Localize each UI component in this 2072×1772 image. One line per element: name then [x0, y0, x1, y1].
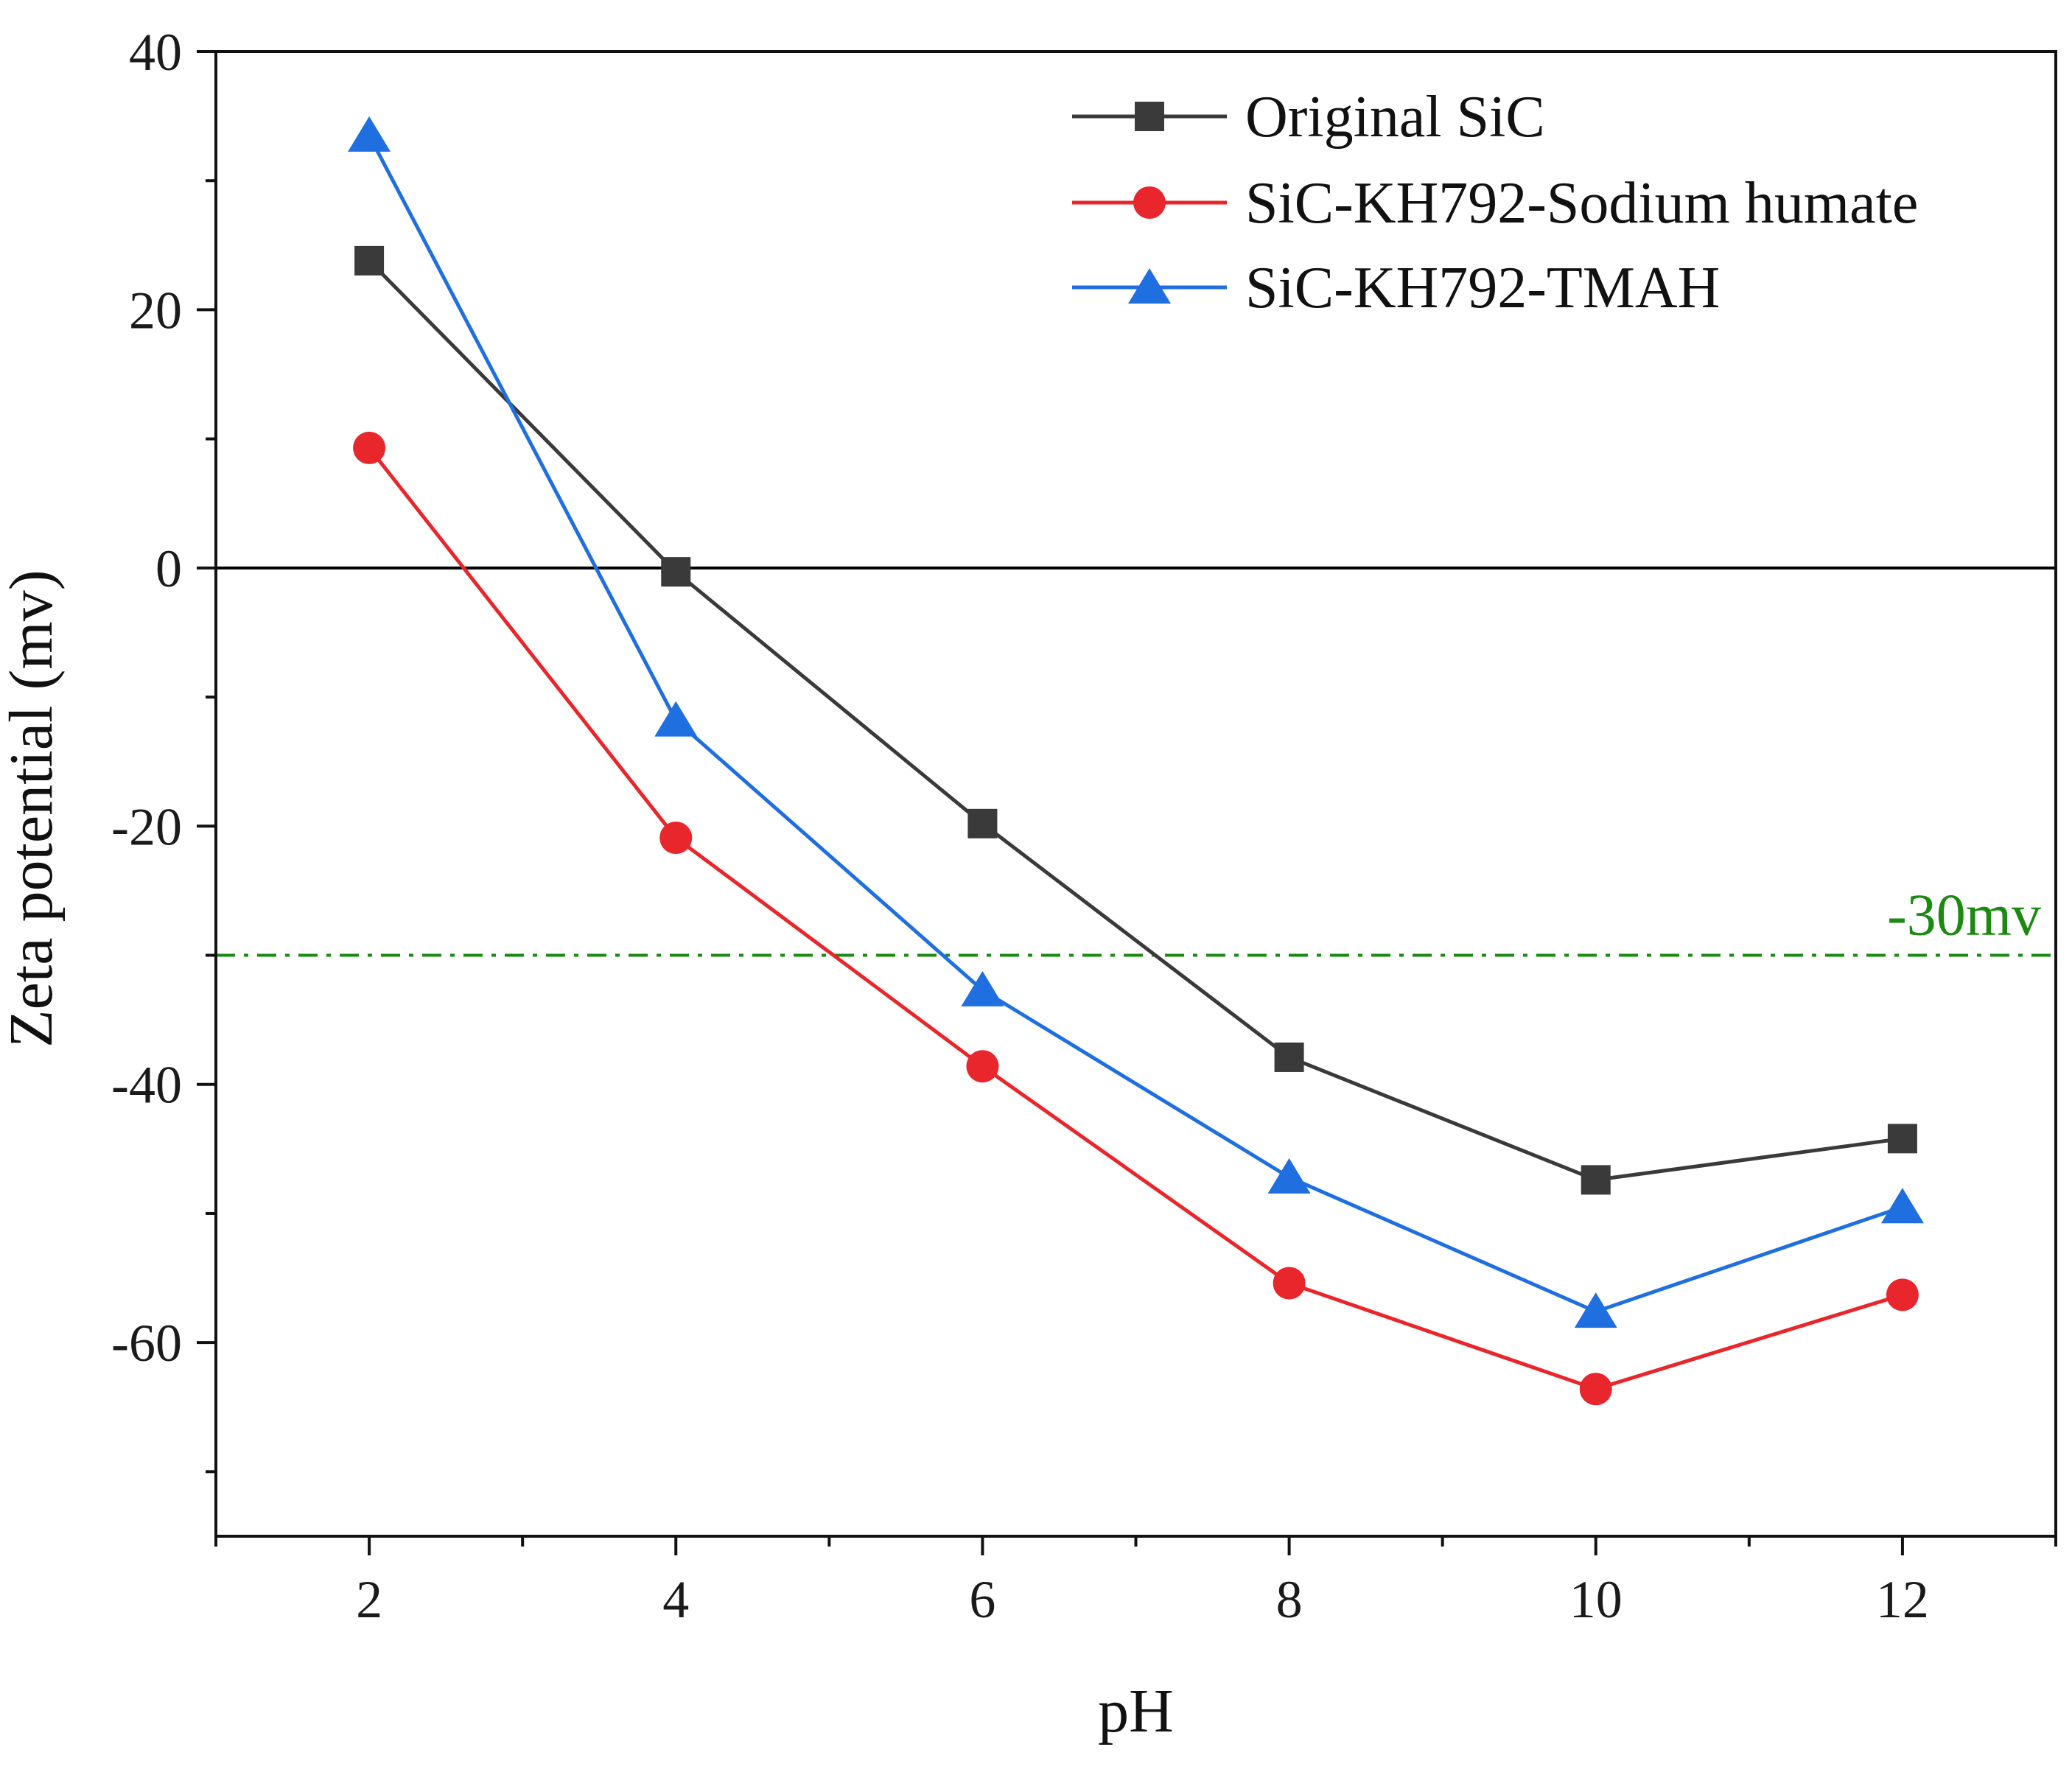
x-tick-label-5: 12: [1876, 1570, 1929, 1629]
series-line-1: [368, 446, 1903, 1391]
data-point: [961, 970, 1004, 1006]
data-point: [661, 557, 691, 587]
x-tick-label-2: 6: [969, 1570, 995, 1629]
legend-item-2: SiC-KH792-TMAH: [1072, 256, 1720, 321]
reference-line-label-1: -30mv: [1887, 883, 2041, 948]
data-point: [966, 1050, 999, 1083]
data-point: [1581, 1165, 1611, 1195]
data-point: [967, 808, 998, 838]
legend-marker-1: [1133, 186, 1166, 219]
legend-label-0: Original SiC: [1245, 85, 1545, 150]
legend-marker-2: [1128, 268, 1171, 304]
y-axis-title: Zeta potential (mv): [0, 570, 66, 1047]
data-point: [1579, 1373, 1612, 1406]
y-tick-label-3: -20: [111, 797, 182, 856]
axis-ticks: 2 4 6 8 10 12 40 20 0 -20 -40 -60: [111, 23, 2057, 1629]
y-tick-label-0: 40: [129, 23, 182, 82]
data-point: [1886, 1278, 1919, 1312]
data-point: [354, 245, 385, 276]
series-line-0: [368, 259, 1903, 1182]
reference-lines: -30mv: [216, 566, 2056, 957]
data-point: [1273, 1267, 1306, 1300]
series-layer: [348, 116, 1924, 1406]
series-1: [353, 431, 1919, 1406]
legend-label-1: SiC-KH792-Sodium humate: [1245, 171, 1918, 236]
x-tick-label-3: 8: [1276, 1570, 1303, 1629]
data-point: [353, 431, 386, 464]
data-point: [654, 701, 698, 737]
data-point: [1274, 1042, 1304, 1072]
legend-label-2: SiC-KH792-TMAH: [1245, 256, 1720, 321]
y-tick-label-2: 0: [155, 539, 182, 598]
series-line-2: [367, 134, 1903, 1314]
data-point: [1267, 1158, 1311, 1194]
legend-marker-0: [1135, 102, 1164, 131]
legend: Original SiC SiC-KH792-Sodium humate SiC-K…: [1072, 85, 1918, 321]
x-tick-label-4: 10: [1569, 1570, 1623, 1629]
legend-item-0: Original SiC: [1072, 85, 1545, 150]
data-point: [348, 116, 391, 152]
data-point: [1880, 1188, 1924, 1224]
x-axis-title: pH: [1098, 1677, 1174, 1745]
legend-item-1: SiC-KH792-Sodium humate: [1072, 171, 1918, 236]
data-point: [659, 822, 693, 855]
series-0: [354, 245, 1917, 1195]
y-tick-label-5: -60: [111, 1314, 182, 1373]
y-tick-label-1: 20: [129, 281, 182, 340]
data-point: [1574, 1292, 1617, 1328]
plot-frame: [214, 50, 2057, 1538]
series-2: [348, 116, 1924, 1328]
x-tick-label-0: 2: [356, 1570, 382, 1629]
y-tick-label-4: -40: [111, 1056, 182, 1115]
x-tick-label-1: 4: [662, 1570, 689, 1629]
data-point: [1887, 1124, 1917, 1154]
